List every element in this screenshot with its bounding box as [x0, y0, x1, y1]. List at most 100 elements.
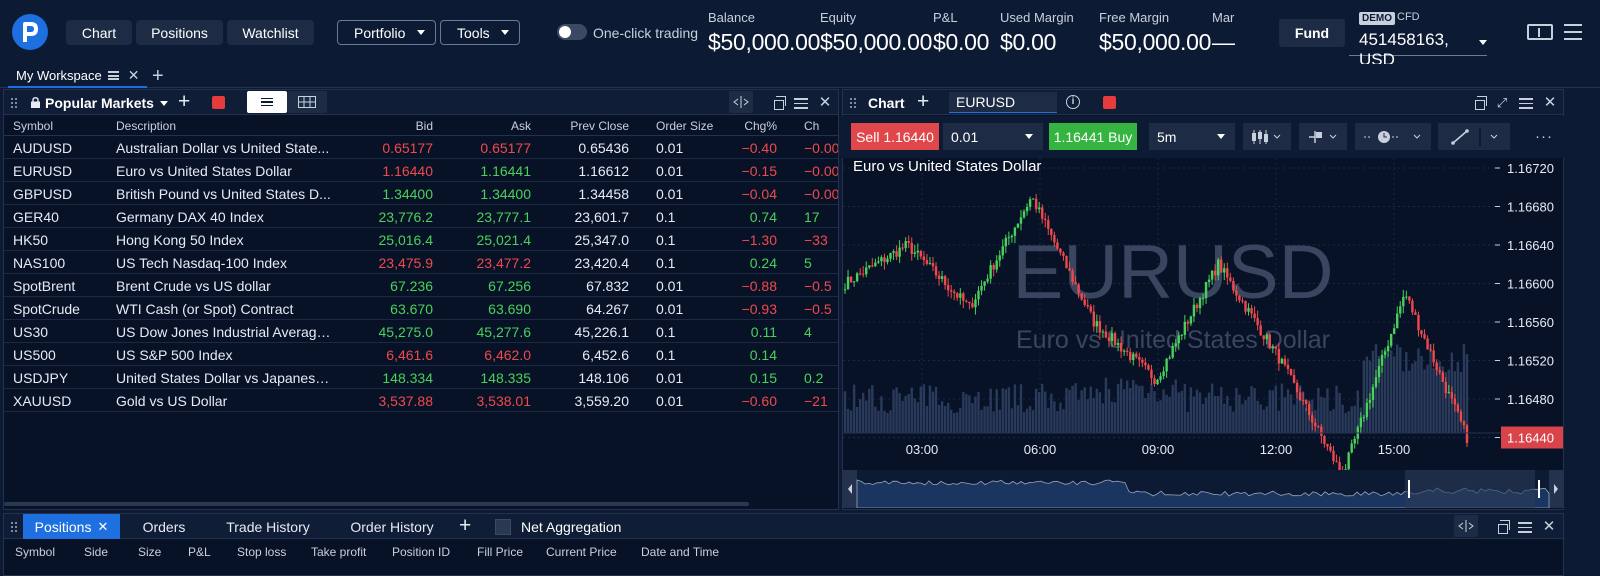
net-aggregation-checkbox[interactable]	[495, 519, 511, 535]
chart-type-button[interactable]	[1243, 123, 1291, 150]
pepperstone-logo-icon[interactable]	[12, 14, 48, 50]
order-size-cell[interactable]: 0.01	[656, 393, 684, 409]
tab-order-history[interactable]: Order History	[350, 518, 434, 535]
restore-icon[interactable]	[774, 95, 786, 110]
table-row[interactable]: HK50 Hong Kong 50 Index 25,016.4 25,021.4 25…	[4, 228, 838, 251]
close-icon[interactable]: ✕	[127, 66, 140, 83]
positions-col[interactable]: Current Price	[546, 545, 617, 559]
close-icon[interactable]: ✕	[97, 518, 109, 534]
drawing-tools-button[interactable]	[1438, 123, 1510, 150]
positions-col[interactable]: Position ID	[392, 545, 451, 559]
layout-icon[interactable]	[1527, 24, 1553, 40]
table-row[interactable]: US30 US Dow Jones Industrial Average... 45…	[4, 320, 838, 343]
tab-positions[interactable]: Positions ✕	[23, 514, 120, 539]
col-chg-pct[interactable]: Chg%	[744, 119, 777, 133]
order-size-cell[interactable]: 0.01	[656, 370, 684, 386]
order-size-cell[interactable]: 0.1	[656, 255, 676, 271]
drag-handle-icon[interactable]	[849, 97, 857, 109]
order-size-cell[interactable]: 0.01	[656, 301, 684, 317]
drag-handle-icon[interactable]	[10, 97, 18, 109]
positions-col[interactable]: Fill Price	[477, 545, 524, 559]
price-chart[interactable]: EURUSD Euro vs United States Dollar Euro…	[843, 158, 1563, 508]
order-size-cell[interactable]: 0.01	[656, 163, 684, 179]
buy-button[interactable]: 1.16441 Buy	[1049, 123, 1137, 150]
positions-col[interactable]: Stop loss	[237, 545, 287, 559]
table-row[interactable]: XAUUSD Gold vs US Dollar 3,537.88 3,538.01 3…	[4, 389, 838, 412]
table-row[interactable]: US500 US S&P 500 Index 6,461.6 6,462.0 6,452…	[4, 343, 838, 366]
positions-col[interactable]: Side	[84, 545, 109, 559]
add-workspace-icon[interactable]: +	[152, 65, 164, 87]
positions-col[interactable]: P&L	[188, 545, 211, 559]
col-symbol[interactable]: Symbol	[13, 119, 54, 133]
positions-col[interactable]: Take profit	[311, 545, 367, 559]
more-icon[interactable]: ···	[1535, 128, 1553, 145]
order-size-cell[interactable]: 0.01	[656, 278, 684, 294]
symbol-search-input[interactable]: EURUSD	[949, 92, 1057, 113]
table-row[interactable]: AUDUSD Australian Dollar vs United State.…	[4, 136, 838, 159]
tab-trade-history[interactable]: Trade History	[226, 518, 310, 535]
split-panel-button[interactable]	[1454, 515, 1478, 537]
restore-icon[interactable]	[1475, 95, 1487, 110]
hamburger-icon[interactable]	[107, 70, 119, 80]
positions-col[interactable]: Size	[138, 545, 162, 559]
order-size-cell[interactable]: 0.1	[656, 209, 676, 225]
table-row[interactable]: SpotBrent Brent Crude vs US dollar 67.236 6…	[4, 274, 838, 297]
table-row[interactable]: USDJPY United States Dollar vs Japanese .…	[4, 366, 838, 389]
color-link-icon[interactable]	[212, 96, 225, 109]
order-size-cell[interactable]: 0.1	[656, 232, 676, 248]
workspace-tab[interactable]: My Workspace ✕	[8, 64, 148, 88]
panel-menu-icon[interactable]	[1519, 96, 1533, 110]
sell-button[interactable]: Sell 1.16440	[851, 123, 939, 150]
restore-icon[interactable]	[1498, 519, 1510, 534]
one-click-trading-toggle[interactable]	[557, 24, 587, 40]
info-icon[interactable]: i	[1066, 95, 1080, 109]
tools-dropdown[interactable]: Tools	[440, 20, 520, 45]
col-description[interactable]: Description	[116, 119, 177, 133]
nav-positions-button[interactable]: Positions	[136, 20, 223, 45]
nav-chart-button[interactable]: Chart	[66, 20, 132, 45]
close-icon[interactable]: ✕	[1542, 518, 1556, 535]
positions-col[interactable]: Symbol	[15, 545, 56, 559]
col-ask[interactable]: Ask	[510, 119, 531, 133]
table-row[interactable]: GER40 Germany DAX 40 Index 23,776.2 23,777.…	[4, 205, 838, 228]
tab-orders[interactable]: Orders	[142, 518, 186, 535]
time-tools-button[interactable]	[1355, 123, 1431, 150]
table-row[interactable]: EURUSD Euro vs United States Dollar 1.1644…	[4, 159, 838, 182]
grid-view-button[interactable]	[287, 91, 327, 113]
color-link-icon[interactable]	[1103, 96, 1116, 109]
account-selector[interactable]: DEMO CFD 451458163, USD	[1349, 10, 1487, 69]
panel-menu-icon[interactable]	[1518, 520, 1532, 534]
order-size-cell[interactable]: 0.1	[656, 347, 676, 363]
table-row[interactable]: NAS100 US Tech Nasdaq-100 Index 23,475.9 23…	[4, 251, 838, 274]
split-panel-button[interactable]	[729, 91, 753, 113]
fullscreen-icon[interactable]: ⤢	[1496, 95, 1508, 110]
order-size-cell[interactable]: 0.1	[656, 324, 676, 340]
nav-watchlist-button[interactable]: Watchlist	[227, 20, 314, 45]
add-chart-icon[interactable]: +	[917, 90, 930, 113]
col-order-size[interactable]: Order Size	[656, 119, 714, 133]
add-tab-icon[interactable]: +	[459, 514, 472, 537]
close-icon[interactable]: ✕	[1543, 94, 1557, 111]
col-bid[interactable]: Bid	[415, 119, 433, 133]
indicators-button[interactable]	[1299, 123, 1347, 150]
col-prev-close[interactable]: Prev Close	[570, 119, 629, 133]
quantity-input[interactable]: 0.01	[943, 123, 1043, 150]
add-icon[interactable]: +	[178, 90, 191, 113]
panel-menu-icon[interactable]	[794, 96, 808, 110]
col-chg[interactable]: Ch	[804, 119, 820, 133]
order-size-cell[interactable]: 0.01	[656, 186, 684, 202]
positions-col[interactable]: Date and Time	[641, 545, 720, 559]
portfolio-dropdown[interactable]: Portfolio	[337, 20, 436, 45]
drag-handle-icon[interactable]	[10, 521, 18, 533]
markets-title[interactable]: Popular Markets	[45, 95, 154, 111]
order-size-cell[interactable]: 0.01	[656, 140, 684, 156]
horizontal-scrollbar[interactable]	[4, 502, 749, 506]
timeframe-dropdown[interactable]: 5m	[1149, 123, 1235, 150]
menu-icon[interactable]	[1564, 24, 1582, 40]
table-row[interactable]: GBPUSD British Pound vs United States D..…	[4, 182, 838, 205]
close-icon[interactable]: ✕	[818, 94, 832, 111]
fund-button[interactable]: Fund	[1279, 19, 1345, 47]
list-view-button[interactable]	[247, 91, 287, 113]
table-row[interactable]: SpotCrude WTI Cash (or Spot) Contract 63.6…	[4, 297, 838, 320]
chevron-down-icon[interactable]	[160, 101, 168, 106]
